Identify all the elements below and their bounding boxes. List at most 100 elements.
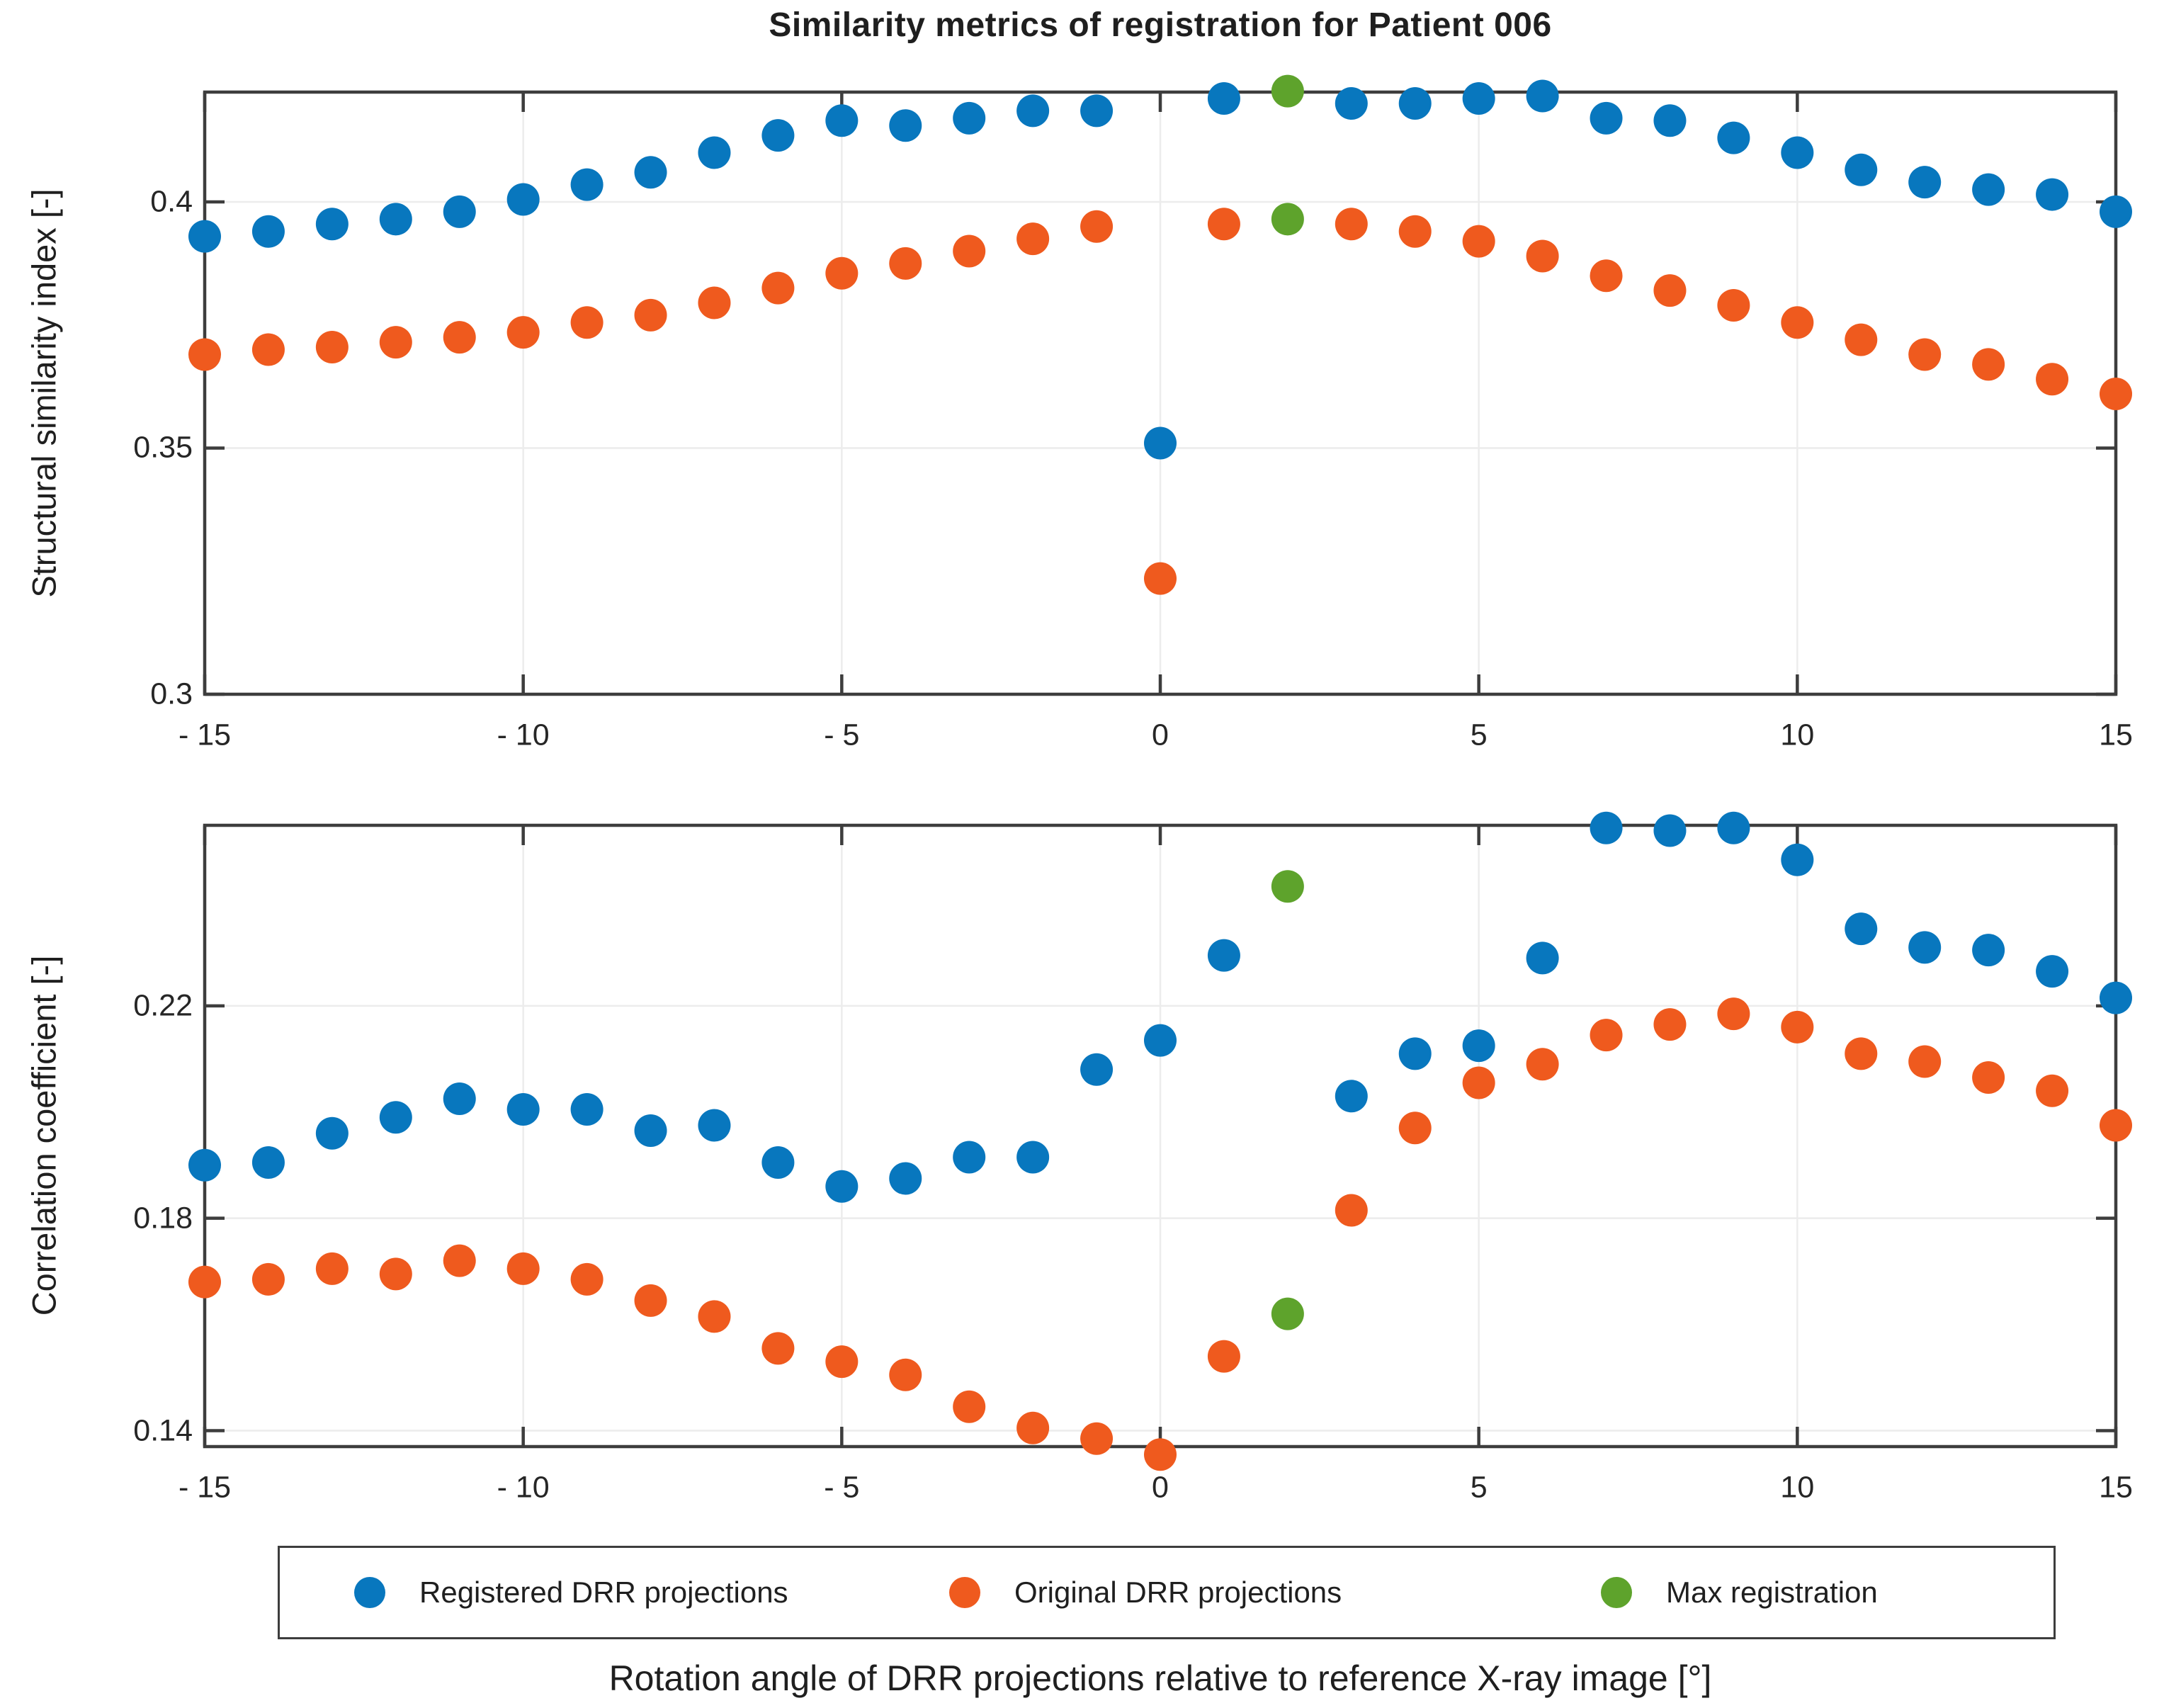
data-point-original — [1398, 1112, 1432, 1145]
data-point-registered — [1845, 153, 1878, 186]
data-point-registered — [1016, 94, 1050, 128]
data-point-registered — [251, 215, 285, 248]
data-point-registered — [315, 208, 349, 241]
data-point-original — [2036, 363, 2069, 396]
data-point-original — [1972, 1061, 2005, 1095]
data-point-registered — [1845, 912, 1878, 946]
data-point-original — [761, 1332, 795, 1365]
data-point-registered — [953, 1141, 986, 1174]
data-point-registered — [379, 1101, 412, 1134]
y-axis-label-structural-similarity: Structural similarity index [-] — [25, 188, 63, 598]
data-point-registered — [1016, 1141, 1050, 1174]
x-tick-label: 10 — [1780, 718, 1815, 752]
data-point-registered — [634, 156, 667, 189]
data-point-original — [2036, 1074, 2069, 1107]
data-point-registered — [188, 1148, 221, 1182]
data-point-original — [889, 1358, 922, 1391]
data-point-original — [443, 1244, 476, 1277]
data-point-original — [188, 1265, 221, 1299]
data-point-original — [570, 306, 604, 339]
data-point-original — [953, 234, 986, 268]
data-point-registered — [761, 1146, 795, 1179]
data-point-registered — [1972, 173, 2005, 206]
y-tick-label: 0.4 — [150, 184, 193, 219]
data-point-registered — [1781, 136, 1814, 169]
data-point-original — [1972, 348, 2005, 381]
data-point-original — [1781, 1010, 1814, 1044]
data-point-registered — [1526, 941, 1559, 975]
data-point-original — [1335, 1194, 1368, 1227]
y-axis-label-correlation-coefficient: Correlation coefficient [-] — [25, 955, 63, 1316]
data-point-registered — [1462, 1029, 1495, 1063]
data-point-original — [1144, 1438, 1177, 1471]
data-point-registered — [889, 109, 922, 142]
data-point-original — [825, 1345, 859, 1379]
data-point-registered — [379, 203, 412, 236]
x-tick-label: - 10 — [497, 718, 550, 752]
data-point-registered — [1080, 94, 1114, 128]
data-point-registered — [1526, 79, 1559, 113]
data-point-registered — [1398, 1037, 1432, 1070]
x-tick-label: 15 — [2099, 1470, 2133, 1505]
data-point-registered — [570, 168, 604, 201]
x-tick-label: 10 — [1780, 1470, 1815, 1505]
data-point-registered — [1590, 101, 1623, 135]
x-tick-label: - 5 — [824, 718, 860, 752]
data-point-max — [1271, 203, 1304, 236]
x-tick-label: - 15 — [178, 1470, 232, 1505]
data-point-registered — [443, 195, 476, 228]
data-point-registered — [825, 1170, 859, 1203]
data-point-registered — [1717, 811, 1750, 844]
data-point-registered — [1144, 1024, 1177, 1057]
data-point-original — [1845, 323, 1878, 356]
data-point-registered — [1144, 426, 1177, 460]
data-point-original — [251, 333, 285, 366]
y-tick-label: 0.22 — [133, 988, 193, 1023]
data-point-original — [570, 1262, 604, 1296]
data-point-original — [1526, 1048, 1559, 1081]
x-axis-label: Rotation angle of DRR projections relati… — [608, 1658, 1712, 1698]
data-point-original — [1526, 239, 1559, 273]
data-point-original — [1016, 1411, 1050, 1444]
data-point-original — [953, 1390, 986, 1423]
data-point-original — [1016, 222, 1050, 256]
data-point-original — [506, 1252, 540, 1285]
data-point-original — [1717, 997, 1750, 1031]
legend-item-registered: Registered DRR projections — [354, 1548, 788, 1637]
data-point-original — [1462, 225, 1495, 258]
legend-label-original: Original DRR projections — [1014, 1576, 1342, 1609]
data-point-registered — [315, 1116, 349, 1150]
chart-title: Similarity metrics of registration for P… — [769, 6, 1552, 44]
y-tick-label: 0.3 — [150, 677, 193, 711]
data-point-registered — [1781, 843, 1814, 876]
data-point-original — [443, 321, 476, 354]
data-point-original — [2100, 1109, 2132, 1142]
data-point-registered — [443, 1082, 476, 1116]
data-point-original — [506, 316, 540, 349]
data-point-original — [1653, 1008, 1687, 1041]
data-point-registered — [1207, 939, 1240, 972]
data-point-registered — [506, 1093, 540, 1126]
data-point-registered — [1972, 934, 2005, 967]
x-tick-label: 0 — [1152, 718, 1169, 752]
data-point-registered — [1080, 1053, 1114, 1086]
data-point-original — [1335, 208, 1368, 241]
data-point-registered — [1462, 82, 1495, 115]
data-point-registered — [825, 104, 859, 137]
data-point-registered — [889, 1162, 922, 1195]
x-tick-label: 5 — [1470, 1470, 1488, 1505]
data-point-registered — [506, 183, 540, 216]
x-tick-label: - 15 — [178, 718, 232, 752]
data-point-original — [1462, 1066, 1495, 1099]
max-series-marker-icon — [1601, 1577, 1632, 1608]
legend-item-original: Original DRR projections — [949, 1548, 1342, 1637]
data-point-original — [2100, 378, 2132, 411]
data-point-registered — [953, 101, 986, 135]
legend: Registered DRR projections Original DRR … — [278, 1546, 2056, 1639]
data-point-original — [634, 1284, 667, 1317]
data-point-original — [1717, 288, 1750, 322]
data-point-original — [379, 1257, 412, 1291]
data-point-registered — [251, 1146, 285, 1179]
data-point-original — [1144, 562, 1177, 595]
data-point-registered — [1207, 82, 1240, 115]
